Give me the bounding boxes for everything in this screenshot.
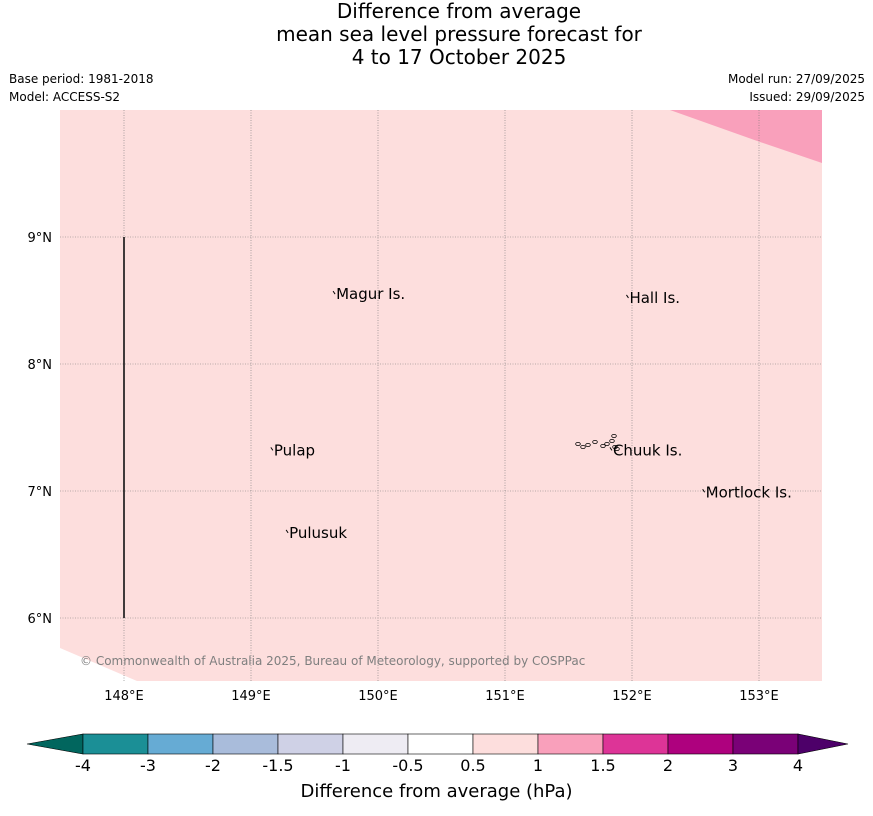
colorbar-bin (82, 733, 149, 755)
colorbar (26, 733, 849, 755)
meta-left: Base period: 1981-2018 Model: ACCESS-S2 (9, 70, 154, 106)
lat-tick-label: 9°N (28, 231, 53, 246)
lon-tick-label: 149°E (231, 689, 271, 704)
islet-outline (609, 438, 615, 443)
colorbar-tick-label: 0.5 (460, 756, 486, 775)
colorbar-under-arrow (26, 733, 84, 755)
colorbar-tick-label: -1 (335, 756, 351, 775)
colorbar-tick-label: 4 (792, 756, 804, 775)
colorbar-title: Difference from average (hPa) (300, 781, 573, 802)
colorbar-bin (407, 733, 474, 755)
colorbar-bin (472, 733, 539, 755)
title-line-1: Difference from average (336, 0, 582, 23)
place-label: Hall Is. (629, 289, 680, 307)
island-mark (270, 447, 274, 451)
base-period: Base period: 1981-2018 (9, 72, 154, 86)
colorbar-tick-label: 1 (532, 756, 544, 775)
place-label: Pulusuk (289, 524, 347, 542)
model-name: Model: ACCESS-S2 (9, 90, 121, 104)
colorbar-tick-label: -4 (75, 756, 91, 775)
map-background (60, 110, 822, 681)
colorbar-bin (277, 733, 344, 755)
map-title: Difference from average mean sea level p… (0, 0, 873, 69)
islet-outline (575, 441, 581, 446)
lon-tick-label: 152°E (612, 689, 652, 704)
map-layer: 148°E 149°E 150°E 151°E 152°E 153°E 9°N 8°N 7°N 6… (28, 110, 822, 704)
issued-date: Issued: 29/09/2025 (749, 90, 865, 104)
colorbar-bin (342, 733, 409, 755)
island-mark (285, 529, 289, 534)
place-label: Pulap (274, 441, 315, 459)
model-run: Model run: 27/09/2025 (727, 72, 865, 86)
island-mark (626, 294, 629, 299)
islet-outline (614, 446, 620, 451)
place-label: Chuuk Is. (613, 441, 682, 459)
colorbar-bin (732, 733, 799, 755)
lat-tick-label: 8°N (28, 358, 53, 373)
colorbar-tick-label: -1.5 (262, 756, 294, 775)
place-label: Magur Is. (336, 285, 405, 303)
islet-outline (611, 433, 617, 438)
title-line-2: mean sea level pressure forecast for (276, 22, 642, 46)
colorbar-tick-label: 2 (662, 756, 674, 775)
colorbar-tick-label: 1.5 (590, 756, 616, 775)
lat-tick-label: 6°N (28, 612, 53, 627)
lon-tick-label: 151°E (485, 689, 525, 704)
colorbar-tick-label: -3 (140, 756, 156, 775)
island-mark (609, 447, 613, 451)
colorbar-tick-label: -2 (205, 756, 221, 775)
colorbar-bin (667, 733, 734, 755)
title-line-3: 4 to 17 October 2025 (351, 45, 567, 69)
colorbar-bin (147, 733, 214, 755)
copyright-note: © Commonwealth of Australia 2025, Bureau… (80, 654, 585, 668)
meta-right: Model run: 27/09/2025 Issued: 29/09/2025 (728, 70, 865, 106)
lat-tick-label: 7°N (28, 485, 53, 500)
lon-tick-label: 148°E (104, 689, 144, 704)
islet-outline (600, 443, 606, 448)
island-mark (702, 488, 706, 493)
colorbar-bin (602, 733, 669, 755)
lon-tick-label: 150°E (358, 689, 398, 704)
islet-outline (604, 441, 610, 446)
colorbar-bin (537, 733, 604, 755)
islet-outline (585, 442, 591, 447)
islet-outline (580, 444, 586, 449)
colorbar-tick-label: -0.5 (392, 756, 424, 775)
island-mark (332, 290, 336, 295)
colorbar-over-arrow (797, 733, 849, 755)
colorbar-tick-label: 3 (727, 756, 739, 775)
lon-tick-label: 153°E (739, 689, 779, 704)
place-label: Mortlock Is. (706, 483, 792, 501)
high-anomaly-area (670, 110, 822, 163)
colorbar-bin (212, 733, 279, 755)
islet-outline (592, 439, 598, 444)
